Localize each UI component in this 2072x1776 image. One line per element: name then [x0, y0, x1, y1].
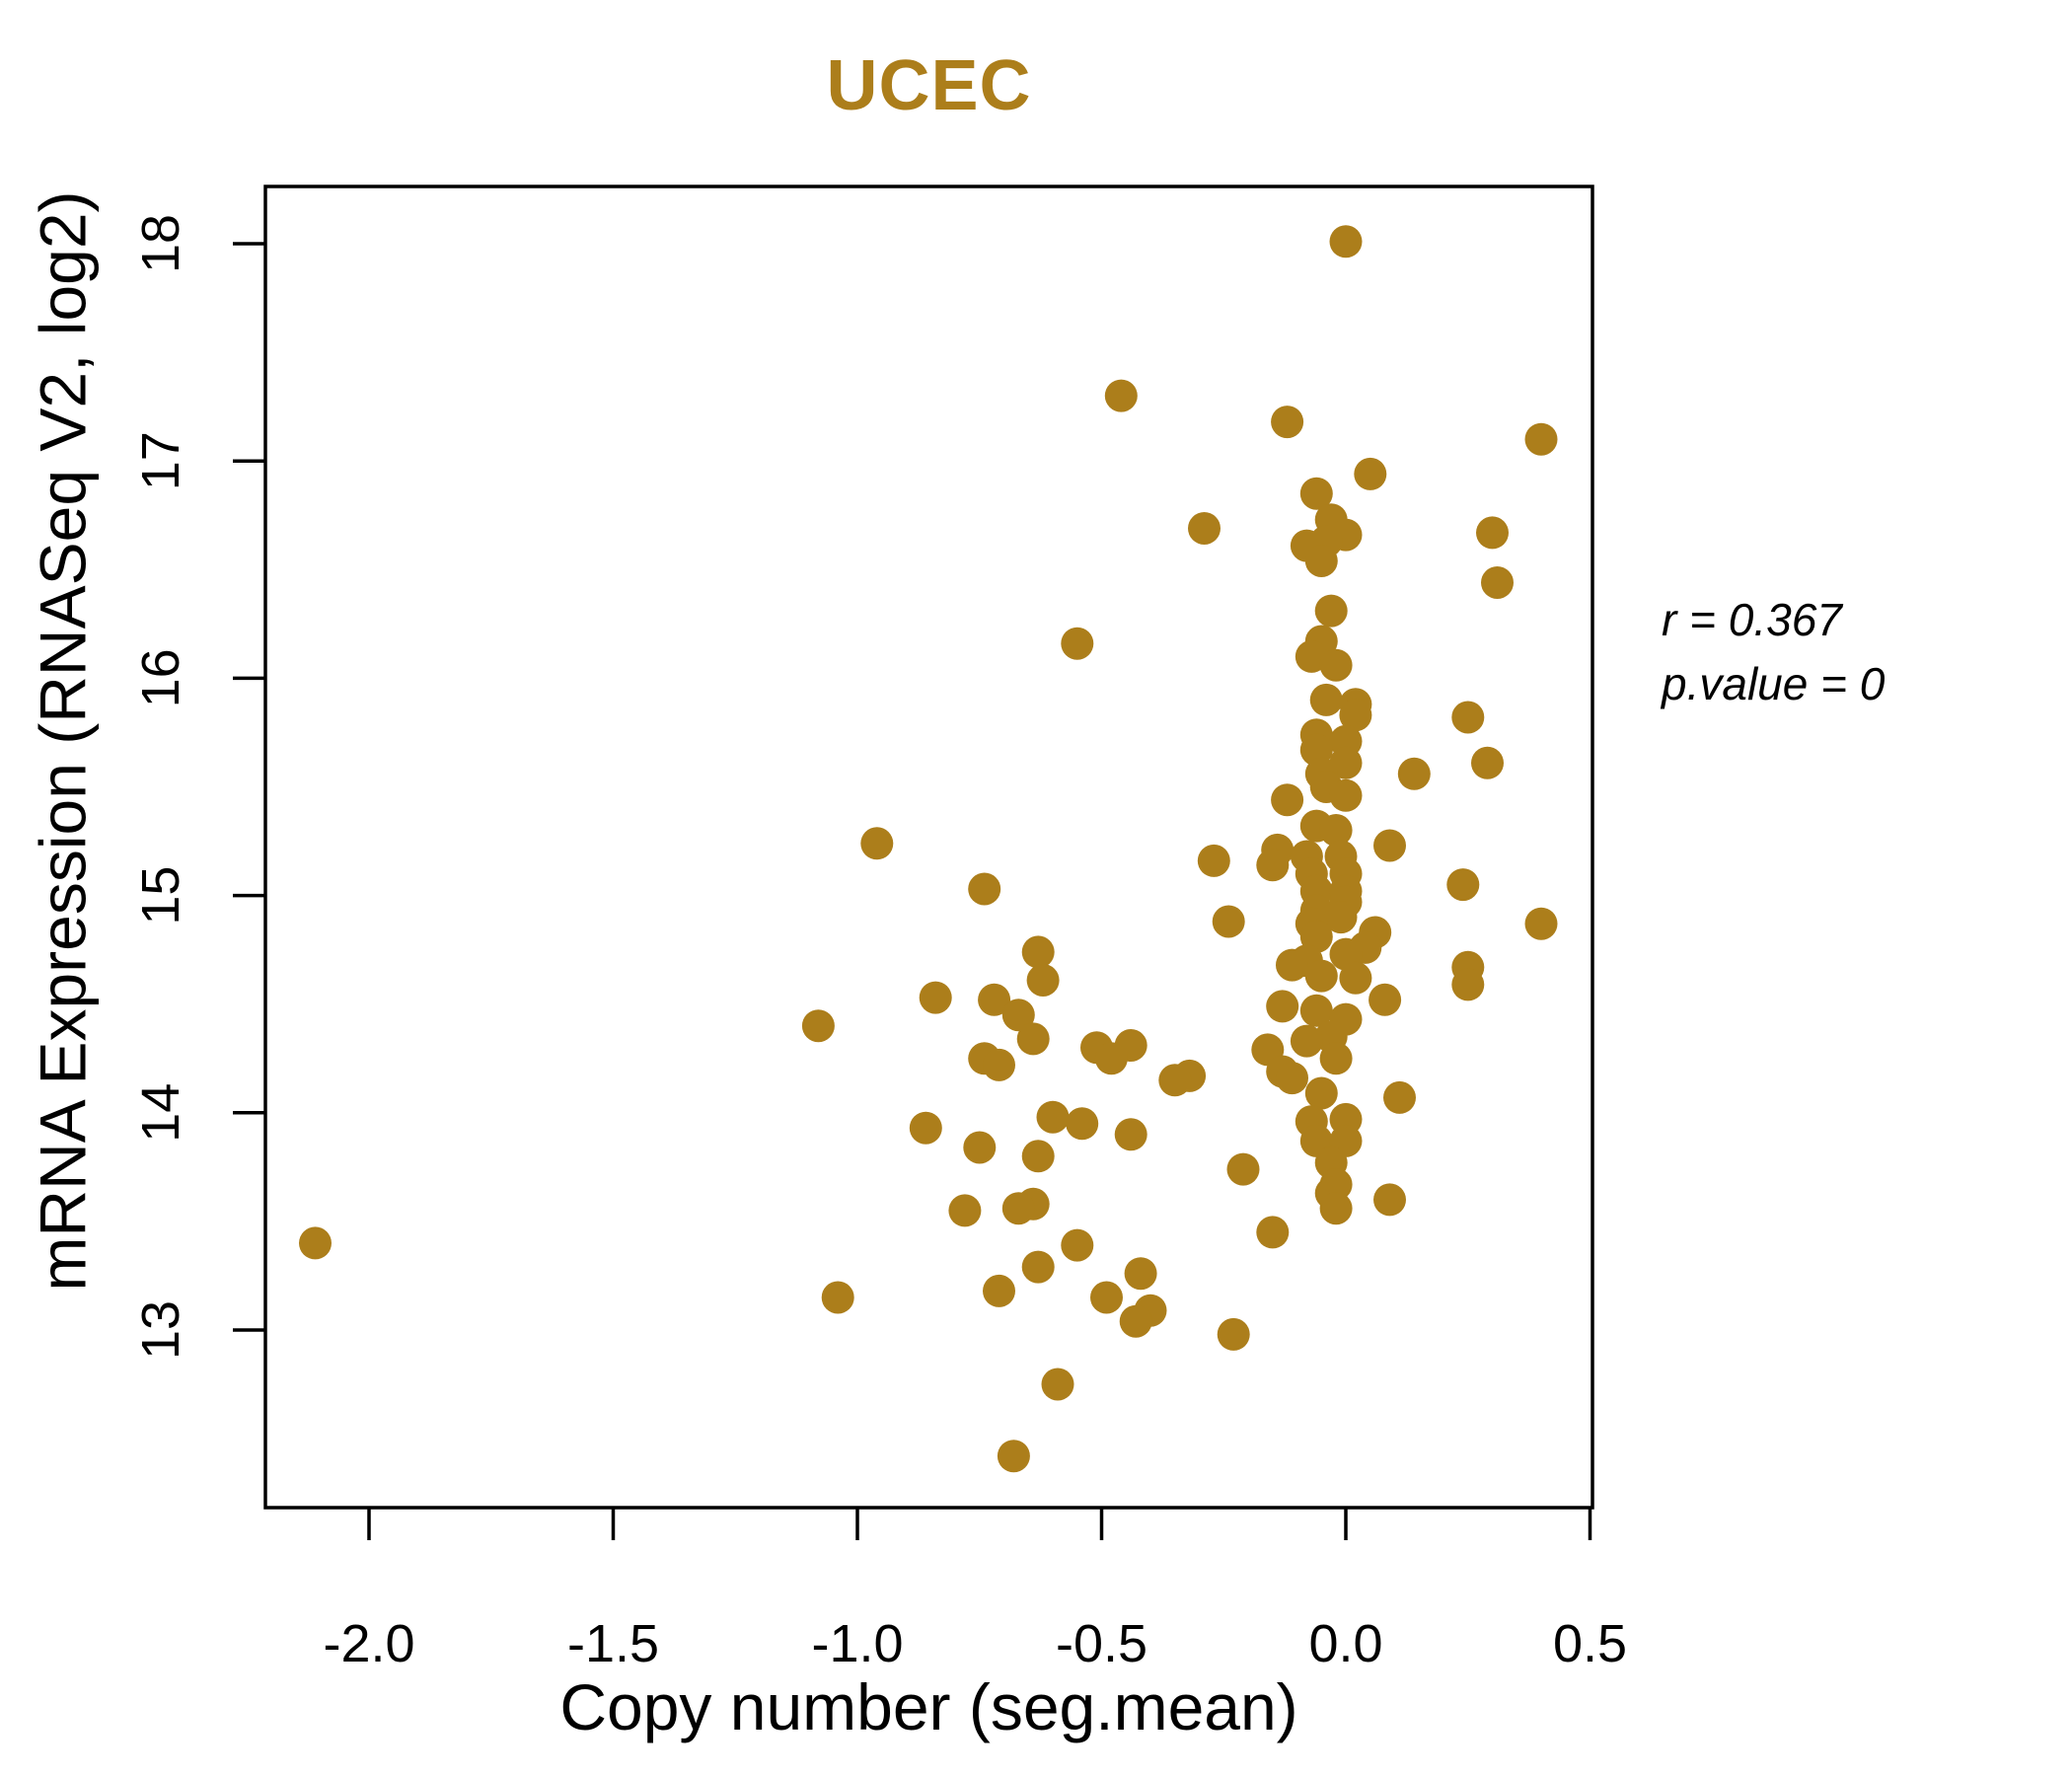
data-point	[1339, 699, 1372, 732]
data-point	[1016, 1022, 1050, 1056]
data-point	[1304, 959, 1338, 993]
data-point	[860, 827, 894, 860]
y-tick-label: 14	[131, 1083, 190, 1143]
data-point	[1036, 1100, 1070, 1134]
data-point	[1319, 814, 1353, 847]
data-point	[1339, 961, 1372, 995]
data-point	[1476, 516, 1509, 550]
data-point	[1090, 1281, 1123, 1314]
data-point	[1114, 1118, 1147, 1151]
data-point	[1290, 1024, 1323, 1058]
data-point	[299, 1226, 332, 1260]
plot-box	[263, 185, 1594, 1510]
data-point	[1329, 778, 1363, 812]
data-point	[1271, 783, 1304, 817]
y-tick-label: 13	[131, 1300, 190, 1360]
data-point	[978, 983, 1011, 1016]
data-point	[983, 1274, 1015, 1307]
data-point	[1397, 757, 1431, 790]
x-tick-label: -1.0	[811, 1614, 903, 1673]
correlation-annotation: r = 0.367 p.value = 0	[1662, 588, 1885, 717]
data-point	[1299, 477, 1333, 510]
chart-title: UCEC	[826, 46, 1032, 125]
data-point	[1373, 1183, 1406, 1217]
data-point	[1319, 1192, 1353, 1225]
data-point	[997, 1440, 1030, 1473]
data-point	[1451, 968, 1485, 1001]
data-point	[1217, 1317, 1250, 1351]
y-tick-label: 18	[131, 214, 190, 273]
data-point	[919, 981, 952, 1014]
data-point	[1197, 844, 1230, 877]
data-point	[1373, 829, 1406, 862]
data-point	[1104, 379, 1138, 412]
data-point	[1256, 849, 1290, 882]
data-point	[821, 1281, 854, 1314]
data-point	[1266, 990, 1299, 1023]
data-point	[1212, 905, 1245, 938]
data-point	[1524, 422, 1558, 456]
y-axis-title: mRNA Expression (RNASeq V2, log2)	[26, 190, 100, 1292]
data-point	[1299, 994, 1333, 1027]
data-point	[1066, 1107, 1099, 1141]
data-point	[1271, 406, 1304, 439]
data-point	[1124, 1257, 1157, 1291]
data-point	[1276, 948, 1308, 982]
data-point	[1158, 1064, 1192, 1097]
data-point	[1061, 627, 1094, 660]
p-value-text: p.value = 0	[1662, 658, 1886, 710]
data-point	[909, 1111, 942, 1145]
data-point	[948, 1194, 982, 1227]
data-point	[1295, 639, 1328, 673]
data-point	[1319, 648, 1353, 682]
data-point	[1481, 566, 1514, 599]
data-point	[1524, 907, 1558, 940]
data-point	[1314, 594, 1348, 628]
y-tick-label: 16	[131, 648, 190, 707]
data-point	[1304, 545, 1338, 577]
data-point	[1001, 1192, 1035, 1225]
data-point	[1383, 1080, 1416, 1114]
x-tick-label: -2.0	[323, 1614, 414, 1673]
data-point	[1226, 1152, 1260, 1186]
data-point	[1451, 701, 1485, 734]
data-point	[983, 1048, 1015, 1081]
data-point	[1021, 1140, 1055, 1173]
data-point	[1021, 935, 1055, 969]
data-point	[1319, 1042, 1353, 1075]
x-tick-label: -0.5	[1056, 1614, 1147, 1673]
data-point	[1119, 1304, 1152, 1338]
data-point	[1446, 868, 1480, 902]
data-point	[1026, 964, 1060, 997]
data-point	[1021, 1250, 1055, 1284]
data-point	[1276, 1062, 1308, 1095]
data-point	[1354, 457, 1387, 490]
correlation-r-text: r = 0.367	[1662, 594, 1842, 645]
data-point	[1324, 901, 1358, 934]
data-point	[1369, 983, 1402, 1016]
y-tick-label: 17	[131, 431, 190, 490]
data-point	[1041, 1368, 1074, 1401]
data-point	[1001, 999, 1035, 1032]
x-tick-label: 0.0	[1308, 1614, 1382, 1673]
data-point	[1256, 1216, 1290, 1249]
x-axis-title: Copy number (seg.mean)	[559, 1670, 1298, 1743]
data-point	[1309, 683, 1343, 716]
data-point	[963, 1131, 997, 1164]
data-point	[1304, 1076, 1338, 1110]
x-tick-label: -1.5	[567, 1614, 659, 1673]
data-point	[1471, 746, 1504, 779]
data-point	[1061, 1228, 1094, 1262]
data-point	[1094, 1042, 1128, 1075]
data-point	[801, 1009, 835, 1043]
data-point	[1188, 512, 1221, 545]
x-tick-label: 0.5	[1553, 1614, 1627, 1673]
y-tick-label: 15	[131, 866, 190, 925]
data-point	[1329, 225, 1363, 259]
data-point	[1329, 746, 1363, 779]
data-point	[968, 872, 1001, 906]
